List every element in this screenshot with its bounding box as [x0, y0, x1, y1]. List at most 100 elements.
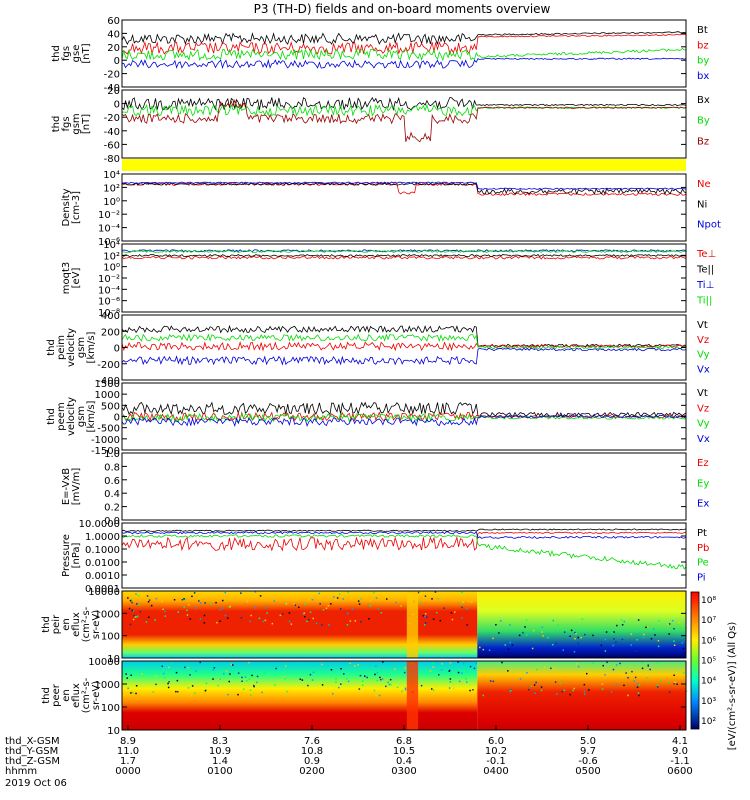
spectrogram-speckle [369, 605, 372, 607]
spectrogram-speckle [673, 628, 675, 630]
spectrogram-speckle [339, 608, 342, 610]
spectrogram-speckle [637, 692, 640, 694]
series-line-vy [121, 333, 686, 350]
spectrogram-speckle [200, 602, 202, 604]
spectrogram-speckle [375, 665, 377, 667]
spectrogram-speckle [667, 681, 670, 684]
spectrogram-speckle [501, 661, 503, 664]
spectrogram-speckle [519, 678, 522, 680]
spectrogram-speckle [559, 682, 562, 685]
spectrogram-speckle [673, 674, 675, 676]
spectrogram-speckle [375, 695, 377, 697]
spectrogram-speckle [490, 680, 492, 682]
spectrogram-speckle [463, 662, 465, 665]
spectrogram-speckle [286, 690, 289, 693]
y-tick-label: 10² [103, 183, 120, 194]
spectrogram-speckle [657, 640, 660, 642]
spectrogram-speckle [198, 600, 200, 602]
spectrogram-speckle [292, 694, 295, 696]
spectrogram-speckle [221, 607, 224, 609]
spectrogram-speckle [577, 636, 579, 639]
spectrogram-speckle [500, 620, 502, 622]
spectrogram-speckle [554, 681, 557, 683]
spectrogram-speckle [574, 631, 576, 634]
spectrogram-speckle [130, 690, 132, 693]
x-row-value: -1.1 [670, 756, 690, 767]
y-axis-label: fgs [61, 46, 72, 61]
spectrogram-speckle [375, 597, 378, 599]
y-tick-label: 10⁰ [103, 263, 120, 274]
spectrogram-speckle [615, 683, 617, 685]
spectrogram-speckle [509, 624, 511, 626]
spectrogram-speckle [460, 603, 463, 605]
spectrogram-speckle [187, 604, 190, 606]
spectrogram-field-late [477, 591, 686, 658]
y-tick-label: 10⁻² [98, 274, 120, 285]
plot-title: P3 (TH-D) fields and on-board moments ov… [254, 2, 551, 16]
spectrogram-speckle [424, 595, 427, 597]
spectrogram-speckle [569, 693, 571, 696]
x-row-value: 5.0 [580, 736, 596, 747]
x-row-value: -0.1 [486, 756, 506, 767]
spectrogram-speckle [380, 612, 383, 614]
y-tick-label: 100 [101, 703, 120, 714]
spectrogram-field-late [477, 661, 686, 730]
spectrogram-speckle [431, 688, 433, 690]
spectrogram-speckle [259, 595, 262, 597]
colorbar-tick-label: 10⁸ [701, 596, 716, 606]
y-tick-label: -400 [97, 376, 120, 387]
y-axis-label: peim [56, 335, 67, 360]
spectrogram-speckle [253, 684, 255, 687]
spectrogram-speckle [128, 668, 131, 670]
spectrogram-speckle [330, 669, 333, 671]
legend-entry: Bt [697, 25, 708, 36]
spectrogram-speckle [357, 600, 360, 602]
spectrogram-speckle [315, 622, 318, 625]
spectrogram-speckle [373, 689, 376, 692]
spectrogram-speckle [541, 631, 543, 633]
spectrogram-speckle [266, 612, 268, 614]
spectrogram-speckle [385, 685, 387, 688]
series-line-by [121, 103, 687, 117]
spectrogram-speckle [638, 684, 641, 686]
spectrogram-speckle [150, 604, 153, 607]
spectrogram-speckle [328, 624, 330, 626]
spectrogram-speckle [380, 678, 382, 681]
spectrogram-speckle [673, 640, 675, 642]
spectrogram-speckle [349, 662, 351, 665]
spectrogram-speckle [254, 591, 257, 593]
spectrogram-speckle [277, 679, 280, 682]
x-row-value: 9.7 [580, 746, 596, 757]
spectrogram-speckle [465, 677, 467, 680]
colorbar-tick-label: 10² [701, 717, 716, 727]
panel-efield: 1.0 0.8 0.6 0.4 0.2 0.0 E=-VxB [mV/m] Ez Ey Ex [61, 449, 709, 527]
y-axis-label: [eV] [71, 268, 82, 289]
spectrogram-speckle [176, 679, 179, 682]
x-row-value: 4.1 [672, 736, 688, 747]
spectrogram-speckle [424, 615, 426, 618]
spectrogram-speckle [152, 691, 154, 693]
spectrogram-speckle [307, 684, 309, 687]
panel-peim_velocity: 400 200 0 -200 -400 thd peim velocity gsm [km/s] V… [46, 311, 710, 387]
spectrogram-speckle [676, 683, 678, 685]
spectrogram-speckle [167, 682, 169, 685]
spectrogram-speckle [366, 676, 368, 679]
spectrogram-speckle [633, 680, 636, 682]
spectrogram-speckle [389, 678, 392, 681]
spectrogram-speckle [577, 665, 580, 668]
y-tick-label: -60 [104, 140, 120, 151]
spectrogram-speckle [304, 603, 306, 605]
legend-entry: bx [697, 71, 709, 82]
spectrogram-speckle [642, 636, 645, 639]
spectrogram-speckle [453, 687, 455, 690]
spectrogram-speckle [190, 695, 193, 697]
spectrogram-speckle [263, 672, 266, 674]
spectrogram-speckle [555, 642, 557, 645]
spectrogram-speckle [433, 689, 435, 692]
y-axis-label: [nPa] [71, 542, 82, 568]
spectrogram-speckle [547, 636, 549, 639]
spectrogram-speckle [187, 687, 190, 689]
spectrogram-speckle [314, 693, 316, 695]
spectrogram-speckle [422, 615, 425, 617]
spectrogram-speckle [507, 670, 509, 672]
